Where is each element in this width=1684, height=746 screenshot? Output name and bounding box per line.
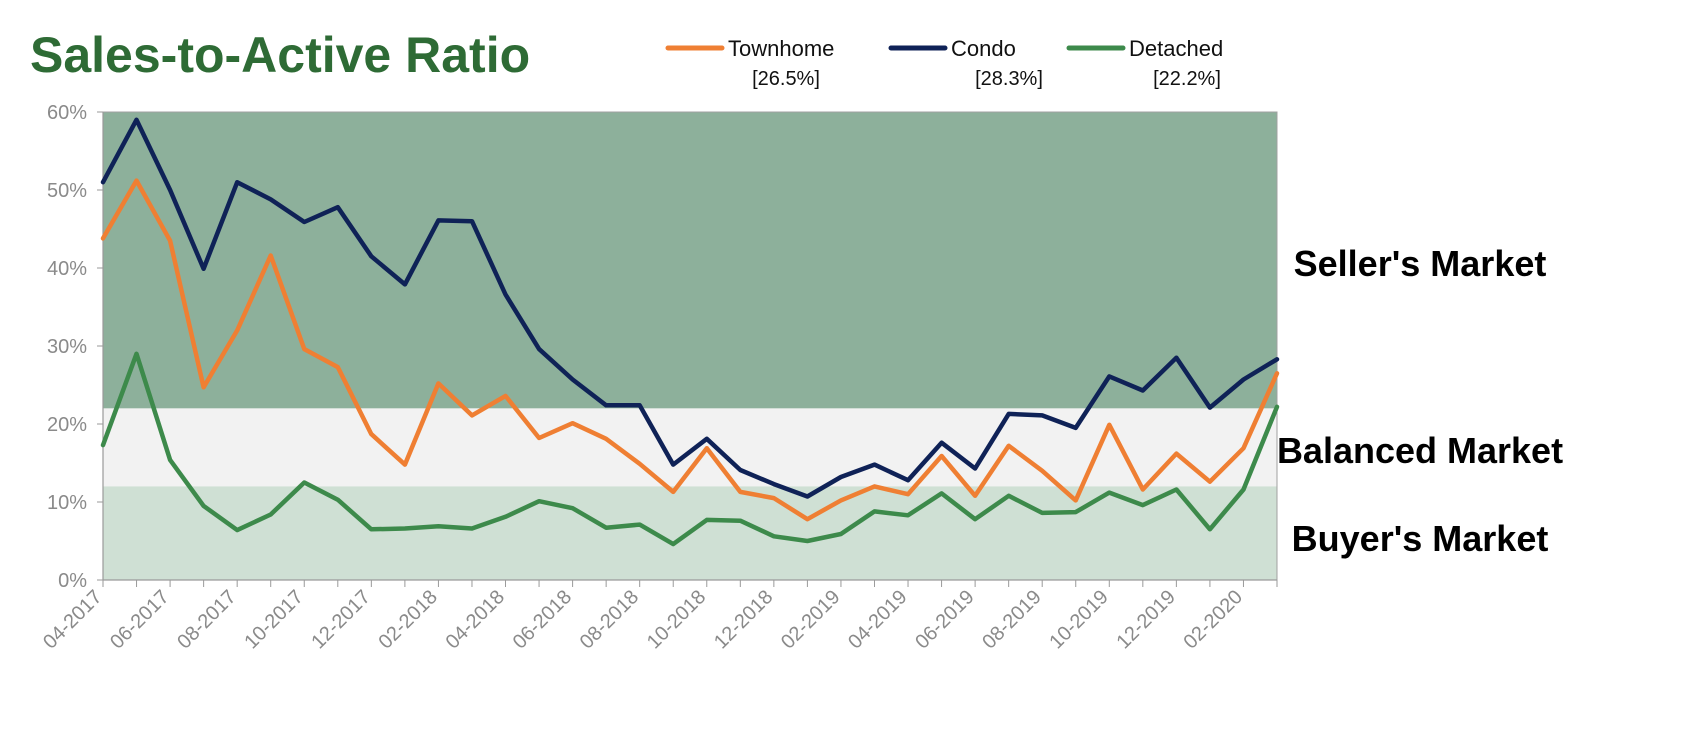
zone-label-0: Seller's Market xyxy=(1294,243,1547,284)
y-tick-label: 60% xyxy=(47,102,87,124)
y-tick-label: 40% xyxy=(47,258,87,280)
y-tick-label: 30% xyxy=(47,336,87,358)
legend-label-detached: Detached xyxy=(1129,36,1223,61)
legend-label-townhome: Townhome xyxy=(728,36,834,61)
zone-band-0 xyxy=(103,112,1277,409)
x-tick-label: 08-2017 xyxy=(173,586,240,653)
market-zones xyxy=(102,111,1278,581)
zone-labels: Seller's Market Balanced Market Buyer's Ma… xyxy=(1277,243,1563,559)
chart-title: Sales-to-Active Ratio xyxy=(30,27,530,83)
x-tick-label: 10-2018 xyxy=(643,586,710,653)
x-tick-label: 04-2018 xyxy=(442,586,509,653)
series-line-detached xyxy=(100,351,1280,547)
y-tick-label: 20% xyxy=(47,414,87,436)
x-tick-label: 02-2020 xyxy=(1180,586,1247,653)
legend-value-condo: [28.3%] xyxy=(975,68,1043,90)
x-tick-label: 12-2019 xyxy=(1112,586,1179,653)
legend-value-detached: [22.2%] xyxy=(1153,68,1221,90)
legend: Townhome [26.5%] Condo [28.3%] Detached [22.2… xyxy=(665,36,1223,90)
series-line-condo xyxy=(100,117,1280,499)
series-lines xyxy=(100,117,1280,547)
zone-label-1: Balanced Market xyxy=(1277,430,1563,471)
x-tick-label: 08-2019 xyxy=(978,586,1045,653)
zone-label-2: Buyer's Market xyxy=(1292,518,1549,559)
legend-value-townhome: [26.5%] xyxy=(752,68,820,90)
x-tick-label: 12-2018 xyxy=(710,586,777,653)
x-tick-label: 02-2019 xyxy=(777,586,844,653)
x-tick-label: 10-2017 xyxy=(240,586,307,653)
series-line-townhome xyxy=(100,178,1280,522)
x-tick-label: 12-2017 xyxy=(307,586,374,653)
y-tick-label: 10% xyxy=(47,492,87,514)
x-tick-label: 04-2019 xyxy=(844,586,911,653)
x-tick-label: 10-2019 xyxy=(1045,586,1112,653)
x-tick-label: 08-2018 xyxy=(576,586,643,653)
x-tick-label: 06-2019 xyxy=(911,586,978,653)
y-tick-label: 50% xyxy=(47,180,87,202)
x-tick-label: 02-2018 xyxy=(375,586,442,653)
legend-label-condo: Condo xyxy=(951,36,1016,61)
x-tick-label: 06-2018 xyxy=(509,586,576,653)
x-tick-label: 04-2017 xyxy=(39,586,106,653)
y-tick-label: 0% xyxy=(58,570,87,592)
x-tick-label: 06-2017 xyxy=(106,586,173,653)
